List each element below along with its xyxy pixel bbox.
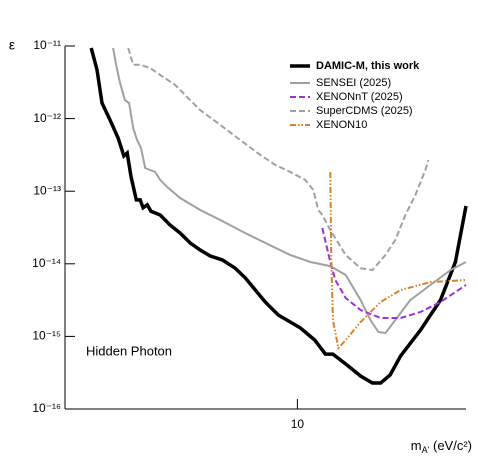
series-line bbox=[321, 227, 467, 319]
y-tick-label: 10⁻¹¹ bbox=[33, 38, 61, 52]
y-tick-label: 10⁻¹⁶ bbox=[32, 401, 61, 415]
legend-label: DAMIC-M, this work bbox=[316, 60, 420, 72]
series-line bbox=[89, 47, 468, 385]
y-tick-label: 10⁻¹⁵ bbox=[32, 329, 61, 343]
x-axis-label: mA' (eV/c²) bbox=[411, 438, 472, 455]
series-line bbox=[329, 171, 467, 351]
x-label-unit: (eV/c²) bbox=[429, 438, 472, 453]
y-axis-label: ε bbox=[9, 37, 15, 53]
legend-label: SuperCDMS (2025) bbox=[316, 105, 413, 117]
x-tick-label: 10 bbox=[291, 417, 305, 431]
series-line bbox=[127, 47, 430, 272]
annotation: Hidden Photon bbox=[86, 343, 172, 358]
y-tick-label: 10⁻¹³ bbox=[33, 183, 61, 197]
x-label-sub: A' bbox=[422, 445, 430, 455]
legend-label: XENON10 bbox=[316, 119, 367, 131]
series-line bbox=[112, 47, 467, 335]
legend-label: XENONnT (2025) bbox=[316, 91, 403, 103]
x-label-main: m bbox=[411, 438, 422, 453]
y-tick-label: 10⁻¹⁴ bbox=[32, 256, 61, 270]
legend-label: SENSEI (2025) bbox=[316, 77, 391, 89]
y-tick-label: 10⁻¹² bbox=[33, 111, 61, 125]
